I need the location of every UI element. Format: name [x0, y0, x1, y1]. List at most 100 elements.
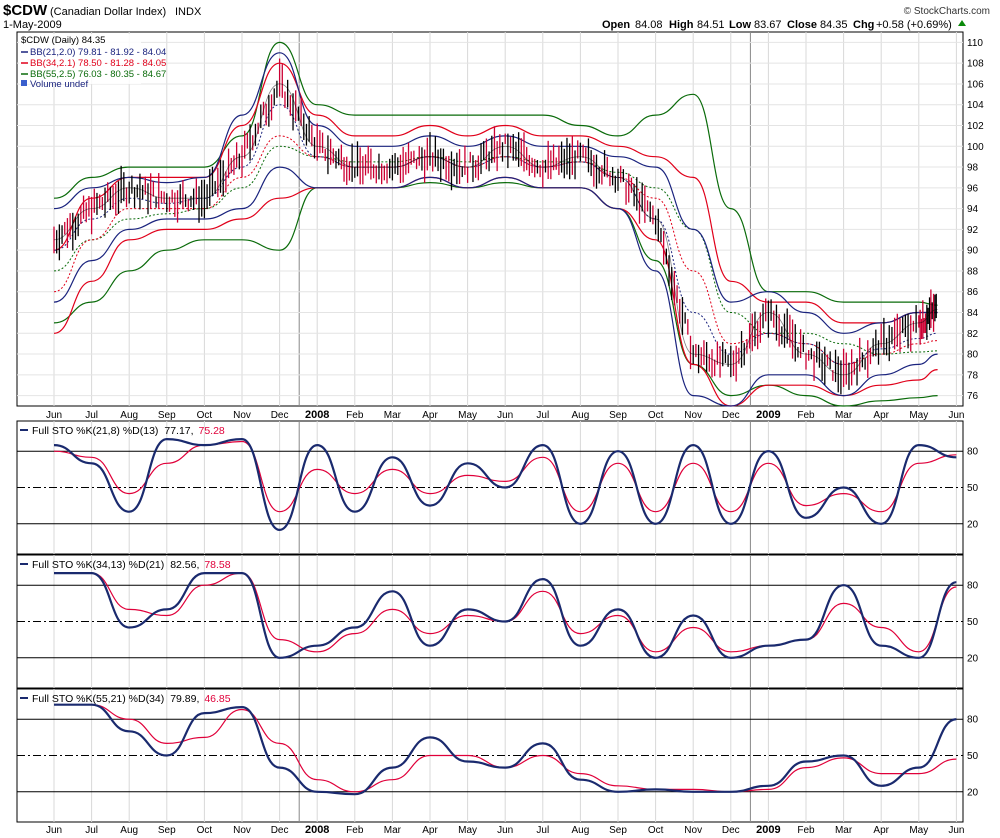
- x-tick-label: Mar: [835, 410, 853, 421]
- sto1-label: Full STO %K(21,8) %D(13) 77.17, 75.28: [32, 425, 225, 437]
- price-tick-label: 78: [967, 370, 979, 381]
- x-tick-label: May: [458, 410, 477, 421]
- x-tick-label: Aug: [120, 410, 138, 421]
- high-label: High: [669, 19, 694, 31]
- x-tick-label: Oct: [197, 825, 213, 836]
- x-tick-label: Sep: [609, 410, 627, 421]
- x-tick-label: Mar: [384, 410, 402, 421]
- x-tick-label: 2008: [305, 824, 329, 836]
- x-tick-label: Jul: [85, 825, 98, 836]
- x-tick-label: Dec: [271, 410, 289, 421]
- price-line: [53, 83, 938, 376]
- x-tick-label: Jun: [46, 825, 62, 836]
- sto-tick-label: 80: [967, 447, 979, 458]
- x-tick-label: Nov: [233, 410, 251, 421]
- legend-bb3: BB(55,2.5) 76.03 - 80.35 - 84.67: [30, 69, 166, 80]
- price-panel: [16, 31, 964, 407]
- x-tick-label: Apr: [873, 825, 889, 836]
- brand-watermark: © StockCharts.com: [904, 6, 990, 17]
- sto-tick-label: 80: [967, 715, 979, 726]
- legend-bb2: BB(34,2.1) 78.50 - 81.28 - 84.05: [30, 58, 166, 69]
- low-value: 83.67: [754, 19, 782, 31]
- x-tick-label: Jul: [85, 410, 98, 421]
- chart-date: 1-May-2009: [3, 19, 62, 31]
- price-tick-label: 80: [967, 350, 979, 361]
- x-tick-label: Oct: [197, 410, 213, 421]
- x-tick-label: Apr: [422, 825, 438, 836]
- x-tick-label: 2008: [305, 409, 329, 421]
- x-tick-label: Sep: [609, 825, 627, 836]
- chg-value: +0.58 (+0.69%): [876, 19, 952, 31]
- x-tick-label: May: [458, 825, 477, 836]
- chg-label: Chg: [853, 19, 874, 31]
- x-tick-label: Dec: [722, 825, 740, 836]
- price-tick-label: 104: [967, 100, 984, 111]
- low-label: Low: [729, 19, 751, 31]
- x-tick-label: Dec: [271, 825, 289, 836]
- price-tick-label: 108: [967, 59, 984, 70]
- x-tick-label: Nov: [684, 825, 702, 836]
- x-tick-label: Apr: [873, 410, 889, 421]
- legend-main: $CDW (Daily) 84.35: [21, 35, 105, 46]
- chart-name: (Canadian Dollar Index): [50, 6, 166, 18]
- sto_1-k-line: [53, 437, 957, 532]
- x-tick-label: Jun: [497, 410, 513, 421]
- bb55-lower-band: [53, 181, 938, 407]
- price-tick-label: 90: [967, 246, 979, 257]
- x-tick-label: Aug: [572, 410, 590, 421]
- volume-icon: [21, 80, 27, 86]
- chart-exchange: INDX: [175, 6, 202, 18]
- sto-tick-label: 20: [967, 653, 979, 664]
- x-tick-label: Jun: [497, 825, 513, 836]
- sto-tick-label: 20: [967, 519, 979, 530]
- bb55-upper-band: [53, 41, 938, 306]
- x-tick-label: Feb: [797, 825, 815, 836]
- x-tick-label: Nov: [233, 825, 251, 836]
- up-arrow-icon: [958, 20, 966, 26]
- price-tick-label: 82: [967, 329, 979, 340]
- legend-bb1: BB(21,2.0) 79.81 - 81.92 - 84.04: [30, 47, 166, 58]
- high-value: 84.51: [697, 19, 725, 31]
- sto-tick-label: 50: [967, 483, 979, 494]
- price-tick-label: 102: [967, 121, 984, 132]
- x-tick-label: 2009: [756, 824, 780, 836]
- x-tick-label: Sep: [158, 825, 176, 836]
- open-value: 84.08: [635, 19, 663, 31]
- x-tick-label: Aug: [120, 825, 138, 836]
- sto_3-k-line: [53, 703, 957, 796]
- x-tick-label: Jun: [46, 410, 62, 421]
- legend-vol: Volume undef: [30, 79, 88, 90]
- open-label: Open: [602, 19, 630, 31]
- sto-tick-label: 80: [967, 581, 979, 592]
- price-tick-label: 88: [967, 266, 979, 277]
- sto2-label: Full STO %K(34,13) %D(21) 82.56, 78.58: [32, 559, 231, 571]
- sto-tick-label: 50: [967, 617, 979, 628]
- price-tick-label: 76: [967, 391, 979, 402]
- price-tick-label: 96: [967, 183, 979, 194]
- price-tick-label: 106: [967, 79, 984, 90]
- price-tick-label: 110: [967, 38, 983, 49]
- x-tick-label: May: [909, 825, 928, 836]
- bb21-lower-band: [53, 166, 938, 407]
- sto-tick-label: 50: [967, 751, 979, 762]
- x-tick-label: Aug: [572, 825, 590, 836]
- x-tick-label: Jun: [948, 825, 964, 836]
- x-tick-label: Jul: [536, 410, 549, 421]
- chart-symbol: $CDW: [3, 2, 48, 19]
- x-tick-label: Oct: [648, 825, 664, 836]
- x-tick-label: Feb: [346, 825, 364, 836]
- price-tick-label: 94: [967, 204, 979, 215]
- price-tick-label: 86: [967, 287, 979, 298]
- legend-box: [19, 34, 141, 84]
- x-tick-label: Apr: [422, 410, 438, 421]
- price-tick-label: 100: [967, 142, 984, 153]
- sto-tick-label: 20: [967, 787, 979, 798]
- sto_2-k-line: [54, 571, 957, 659]
- x-tick-label: Nov: [684, 410, 702, 421]
- x-tick-label: 2009: [756, 409, 780, 421]
- x-tick-label: Oct: [648, 410, 664, 421]
- x-tick-label: Dec: [722, 410, 740, 421]
- x-tick-label: May: [909, 410, 928, 421]
- x-tick-label: Mar: [835, 825, 853, 836]
- price-tick-label: 98: [967, 163, 979, 174]
